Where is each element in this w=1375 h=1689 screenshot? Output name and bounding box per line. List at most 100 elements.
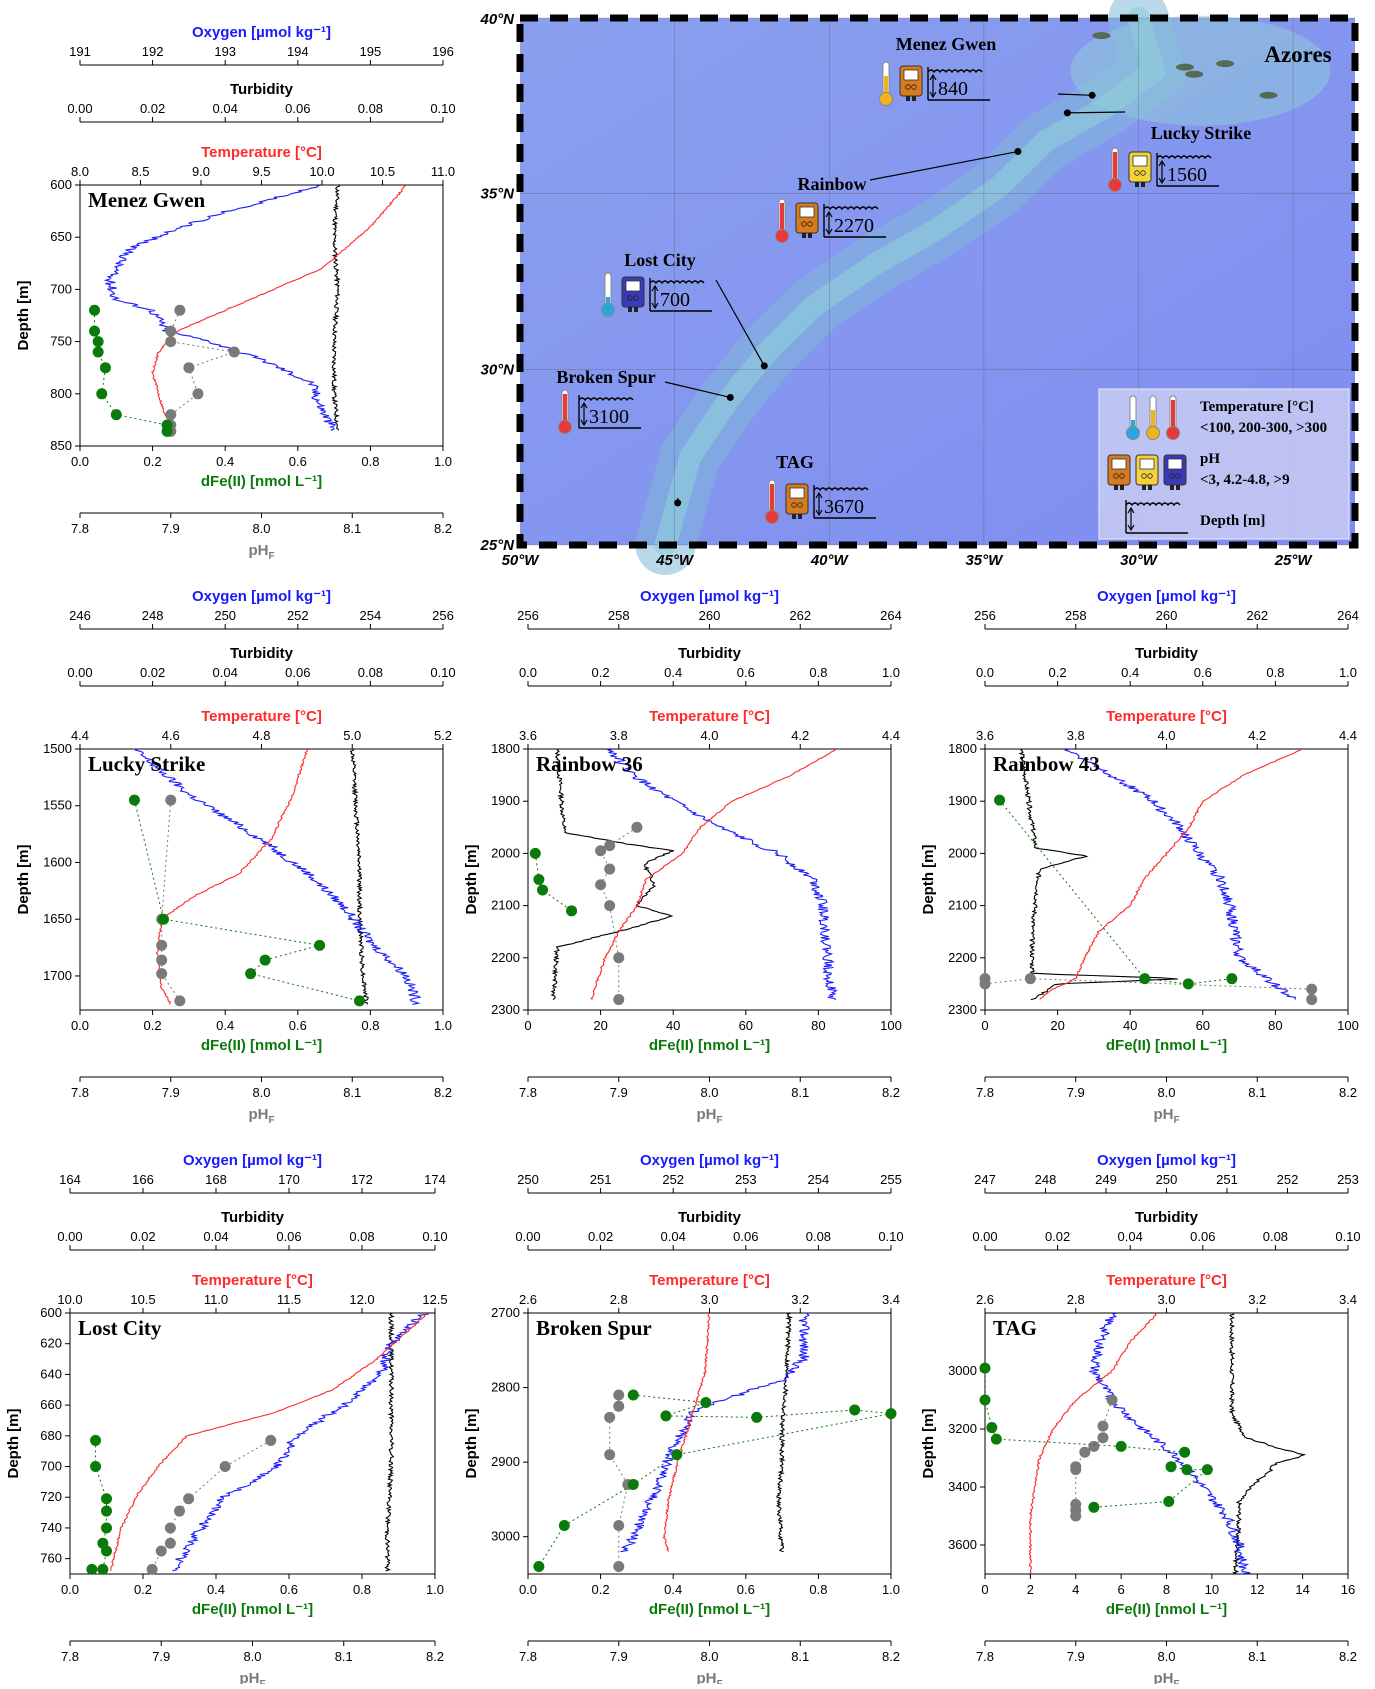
turbidity-tick-label: 0.06 — [285, 665, 310, 680]
dfe-point — [129, 795, 140, 806]
site-depth: 700 — [660, 289, 690, 311]
panel-title: Menez Gwen — [88, 188, 206, 212]
turbidity-tick-label: 0.08 — [349, 1229, 374, 1244]
dfe-point — [533, 874, 544, 885]
oxygen-tick-label: 262 — [1246, 608, 1268, 623]
turbidity-axis-title: Turbidity — [230, 81, 294, 98]
dfe-tick-label: 0.8 — [809, 1582, 827, 1597]
map-lon-label: 45°W — [655, 552, 695, 569]
turbidity-tick-label: 1.0 — [1339, 665, 1357, 680]
depth-tick-label: 1600 — [43, 854, 72, 869]
panel-title: Rainbow 43 — [993, 752, 1100, 776]
thermometer-bulb — [1127, 427, 1140, 440]
turbidity-tick-label: 0.10 — [422, 1229, 447, 1244]
thermometer-level — [780, 203, 784, 231]
oxygen-axis-title: Oxygen [µmol kg⁻¹] — [183, 1152, 322, 1169]
oxygen-tick-label: 250 — [214, 608, 236, 623]
dfe-point — [1226, 973, 1237, 984]
depth-tick-label: 3000 — [948, 1363, 977, 1378]
ph-subscript: F — [716, 1679, 722, 1684]
dfe-tick-label: 0.2 — [144, 1018, 162, 1033]
legend-temp-title: Temperature [°C] — [1200, 399, 1314, 415]
dfe-tick-label: 10 — [1205, 1582, 1219, 1597]
ph-point — [183, 1493, 194, 1504]
oxygen-tick-label: 251 — [590, 1172, 612, 1187]
oxygen-tick-label: 248 — [142, 608, 164, 623]
ph-meter-probe — [792, 514, 796, 519]
depth-axis-title: Depth [m] — [15, 845, 32, 915]
dfe-point — [980, 1363, 991, 1374]
ph-point — [265, 1435, 276, 1446]
ph-point — [165, 795, 176, 806]
depth-tick-label: 600 — [40, 1305, 62, 1320]
temperature-axis-title: Temperature [°C] — [201, 708, 322, 725]
dfe-point — [1163, 1496, 1174, 1507]
turbidity-series-line — [351, 749, 369, 1004]
oxygen-axis-title: Oxygen [µmol kg⁻¹] — [1097, 1152, 1236, 1169]
temperature-axis-title: Temperature [°C] — [1106, 1272, 1227, 1289]
ph-point — [174, 1506, 185, 1517]
dfe-tick-label: 0.0 — [61, 1582, 79, 1597]
dfe-point — [559, 1520, 570, 1531]
dfe-point — [628, 1390, 639, 1401]
dfe-axis-title: dFe(II) [nmol L⁻¹] — [192, 1601, 313, 1618]
temperature-tick-label: 3.2 — [791, 1292, 809, 1307]
turbidity-tick-label: 0.08 — [358, 665, 383, 680]
oxygen-tick-label: 258 — [1065, 608, 1087, 623]
ph-point — [1088, 1441, 1099, 1452]
oxygen-series-line — [172, 1313, 428, 1571]
ph-meter-probe — [628, 307, 632, 312]
depth-tick-label: 2100 — [948, 898, 977, 913]
temperature-tick-label: 2.8 — [610, 1292, 628, 1307]
map-lon-label: 25°W — [1274, 552, 1314, 569]
ph-subscript: F — [716, 1115, 722, 1126]
depth-tick-label: 1700 — [43, 968, 72, 983]
oxygen-tick-label: 264 — [1337, 608, 1359, 623]
thermometer-bulb — [559, 421, 572, 434]
turbidity-tick-label: 0.04 — [1118, 1229, 1143, 1244]
turbidity-tick-label: 0.0 — [976, 665, 994, 680]
dfe-tick-label: 60 — [1196, 1018, 1210, 1033]
island-shape — [1176, 64, 1194, 71]
ph-point — [1306, 984, 1317, 995]
dfe-point — [90, 1461, 101, 1472]
ph-point — [1097, 1421, 1108, 1432]
depth-tick-label: 3400 — [948, 1479, 977, 1494]
dfe-point — [100, 362, 111, 373]
temperature-tick-label: 4.6 — [162, 728, 180, 743]
plot-frame — [70, 1313, 435, 1574]
ph-meter-probe — [1114, 485, 1118, 490]
turbidity-series-line — [332, 185, 339, 430]
oxygen-tick-label: 164 — [59, 1172, 81, 1187]
turbidity-tick-label: 0.4 — [1121, 665, 1139, 680]
ph-point — [595, 845, 606, 856]
dfe-point — [530, 848, 541, 859]
turbidity-axis-title: Turbidity — [1135, 645, 1199, 662]
ph-tick-label: 8.2 — [882, 1649, 900, 1664]
thermometer-bulb — [880, 93, 893, 106]
dfe-tick-label: 0.6 — [737, 1582, 755, 1597]
ph-point — [604, 1449, 615, 1460]
island-shape — [1092, 32, 1110, 39]
ph-point — [613, 952, 624, 963]
oxygen-series-line — [1089, 1313, 1250, 1574]
temperature-series-line — [152, 185, 406, 430]
ph-point — [1097, 1432, 1108, 1443]
ph-tick-label: 8.0 — [1157, 1649, 1175, 1664]
turbidity-tick-label: 0.02 — [1045, 1229, 1070, 1244]
dfe-point — [101, 1545, 112, 1556]
depth-tick-label: 720 — [40, 1489, 62, 1504]
dfe-point — [751, 1412, 762, 1423]
oxygen-tick-label: 252 — [662, 1172, 684, 1187]
turbidity-tick-label: 0.6 — [1194, 665, 1212, 680]
ph-tick-label: 8.2 — [882, 1085, 900, 1100]
depth-tick-label: 660 — [40, 1397, 62, 1412]
temperature-tick-label: 2.8 — [1067, 1292, 1085, 1307]
depth-tick-label: 1800 — [948, 741, 977, 756]
ph-tick-label: 7.8 — [61, 1649, 79, 1664]
ph-tick-label: 7.8 — [976, 1085, 994, 1100]
temperature-tick-label: 12.5 — [422, 1292, 447, 1307]
ph-subscript: F — [1173, 1115, 1179, 1126]
ph-axis-title: pHF — [248, 542, 274, 562]
